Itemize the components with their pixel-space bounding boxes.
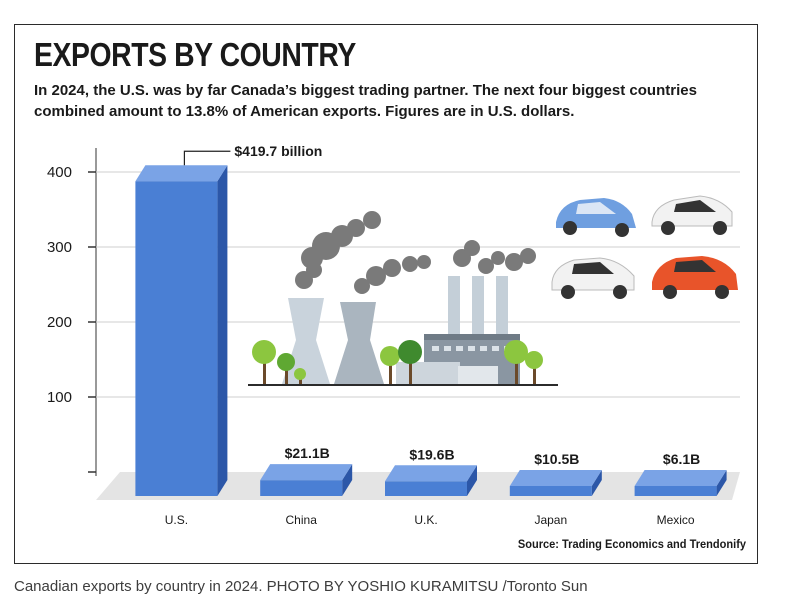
y-tick-label: 400 [47, 164, 72, 181]
y-tick-label: 200 [47, 314, 72, 331]
y-tick-label: 300 [47, 239, 72, 256]
bar-side [716, 470, 727, 496]
data-label: $21.1B [285, 445, 330, 461]
x-tick-label: China [286, 513, 318, 527]
bar-top [634, 470, 727, 486]
x-tick-label: U.S. [165, 513, 188, 527]
bar-side [591, 470, 602, 496]
bar-top [385, 465, 477, 482]
data-label-leader [183, 150, 231, 166]
bar-top [260, 464, 353, 481]
photo-caption: Canadian exports by country in 2024. PHO… [14, 578, 588, 595]
bar [385, 481, 467, 496]
x-tick-label: Japan [534, 513, 567, 527]
x-tick-label: Mexico [657, 513, 695, 527]
bar-top [135, 165, 228, 182]
bar-side [217, 165, 228, 496]
data-label: $419.7 billion [234, 143, 322, 159]
x-tick-label: U.K. [414, 513, 437, 527]
bar [509, 486, 592, 496]
y-tick-label: 100 [47, 389, 72, 406]
bars-layer [135, 165, 727, 496]
cars-icon [551, 195, 738, 299]
chart-title: EXPORTS BY COUNTRY [34, 36, 356, 73]
bar-side [467, 465, 477, 496]
data-label: $19.6B [409, 446, 454, 462]
bar [634, 486, 717, 496]
bar [135, 181, 218, 496]
data-label: $6.1B [663, 451, 700, 467]
labels-layer: U.S. $419.7 billion China $21.1B U.K. $19.6B J… [165, 143, 701, 527]
chart-source: Source: Trading Economics and Trendonify [517, 537, 746, 551]
bar [260, 480, 343, 496]
factory-icon [248, 211, 558, 386]
bar-top [509, 470, 602, 486]
chart-subtitle: In 2024, the U.S. was by far Canada’s bi… [34, 82, 697, 120]
data-label: $10.5B [534, 451, 579, 467]
bar-side [342, 464, 353, 496]
